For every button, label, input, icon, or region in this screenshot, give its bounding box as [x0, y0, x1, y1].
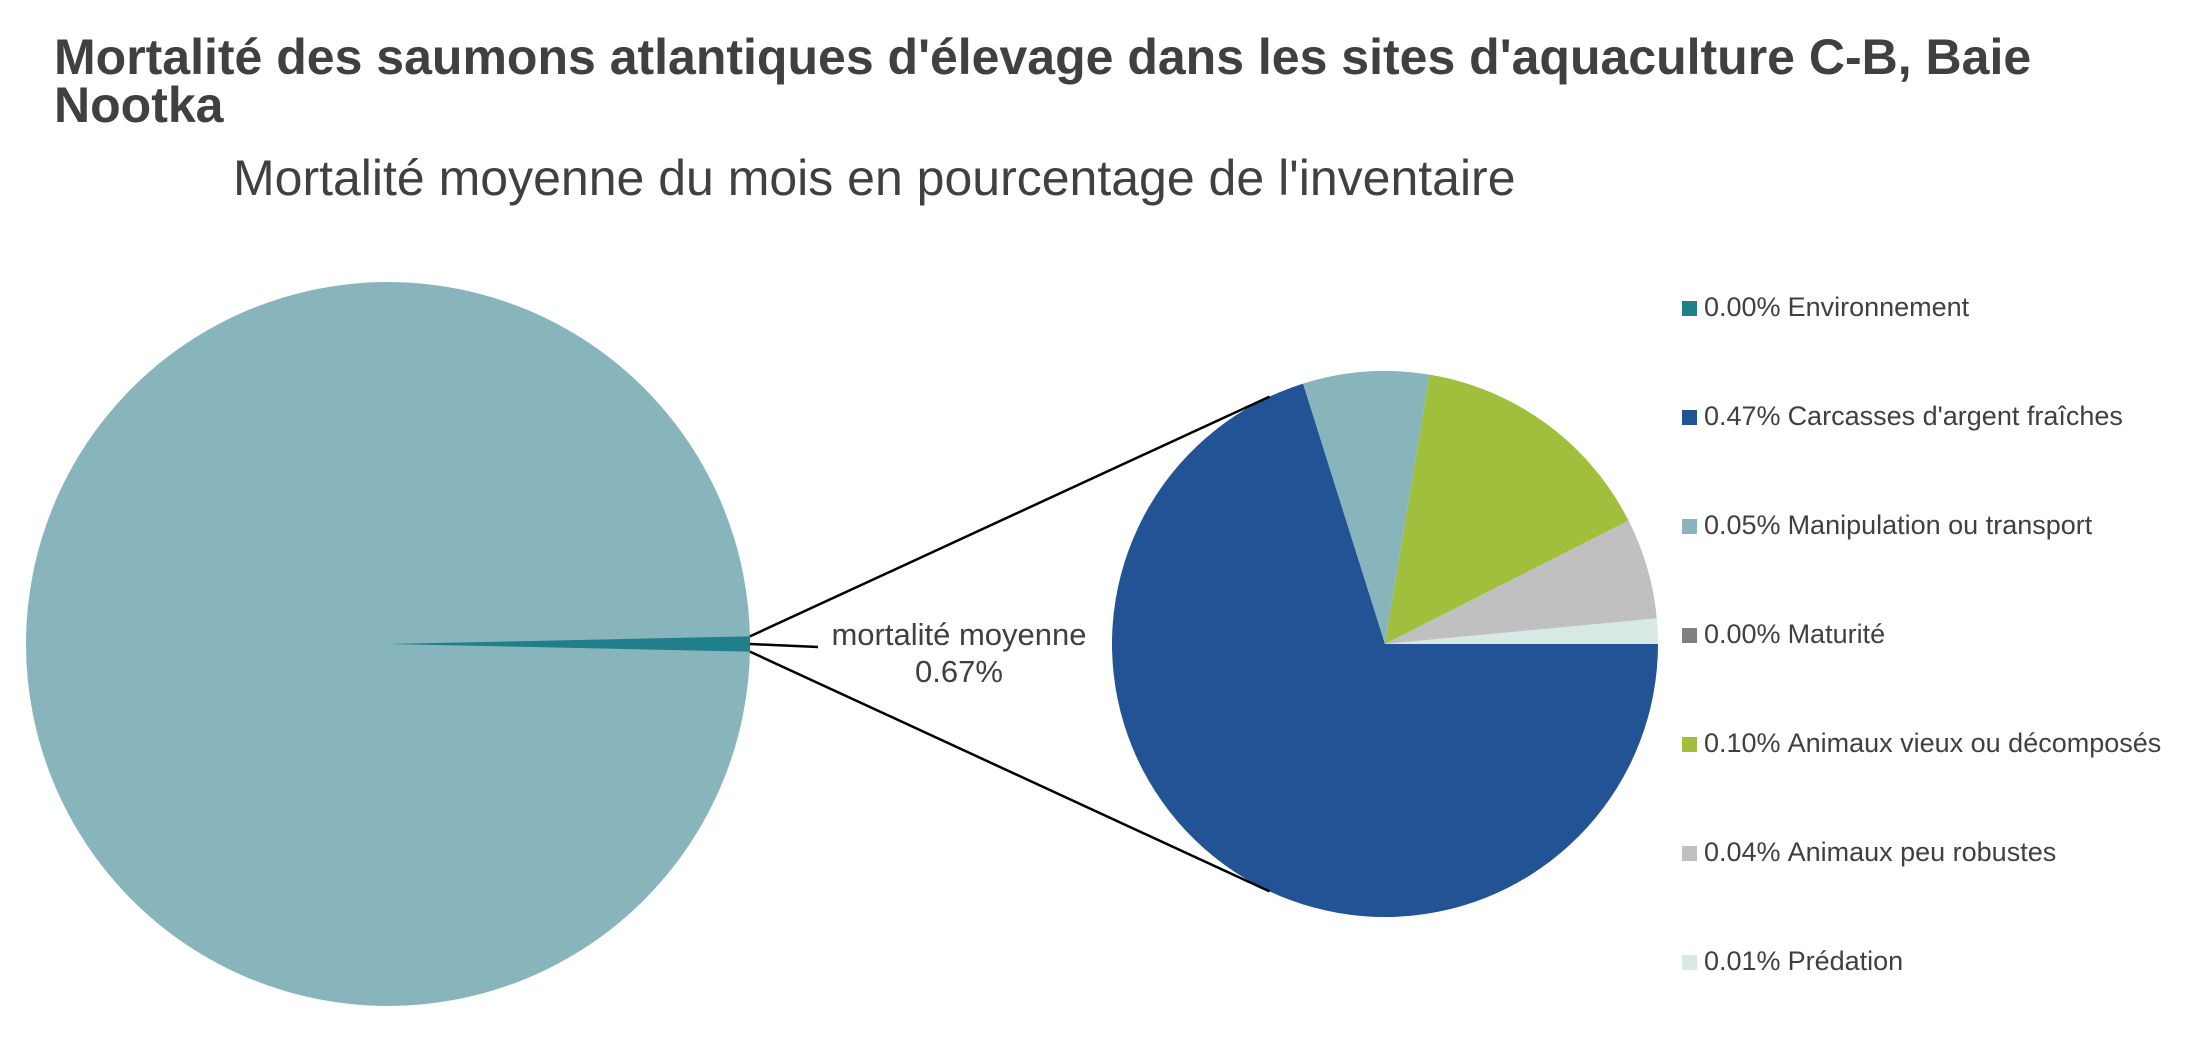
legend-name: Animaux vieux ou décomposés	[1788, 728, 2162, 758]
legend-value: 0.00%	[1704, 292, 1781, 322]
legend-name: Prédation	[1788, 946, 1904, 976]
legend-name: Maturité	[1788, 619, 1886, 649]
legend-value: 0.05%	[1704, 510, 1781, 540]
legend-label: 0.10% Animaux vieux ou décomposés	[1704, 728, 2161, 758]
legend-value: 0.01%	[1704, 946, 1781, 976]
pie-slice	[1112, 383, 1658, 917]
legend-name: Carcasses d'argent fraîches	[1788, 401, 2123, 431]
pie-slice	[1303, 371, 1430, 644]
legend-label: 0.01% Prédation	[1704, 946, 1903, 976]
legend-swatch	[1682, 737, 1697, 752]
pie-slice	[1385, 618, 1658, 644]
chart-title: Mortalité des saumons atlantiques d'élev…	[54, 29, 2031, 133]
legend-label: 0.00% Environnement	[1704, 292, 1970, 322]
chart-subtitle: Mortalité moyenne du mois en pourcentage…	[233, 150, 1516, 206]
legend-name: Animaux peu robustes	[1788, 837, 2057, 867]
legend-swatch	[1682, 628, 1697, 643]
main-label: mortalité moyenne	[831, 617, 1086, 652]
legend-swatch	[1682, 955, 1697, 970]
legend-value: 0.47%	[1704, 401, 1781, 431]
main-slice	[388, 636, 750, 652]
pie-slice	[1385, 374, 1629, 644]
legend-name: Manipulation ou transport	[1788, 510, 2093, 540]
legend-label: 0.47% Carcasses d'argent fraîches	[1704, 401, 2123, 431]
legend-label: 0.05% Manipulation ou transport	[1704, 510, 2093, 540]
legend-swatch	[1682, 410, 1697, 425]
legend-swatch	[1682, 846, 1697, 861]
connector-line	[749, 650, 1271, 893]
legend-value: 0.10%	[1704, 728, 1781, 758]
legend-label: 0.04% Animaux peu robustes	[1704, 837, 2056, 867]
main-value-label: 0.67%	[915, 654, 1003, 689]
connector-line	[749, 395, 1271, 638]
pie-slice	[1385, 520, 1657, 644]
legend-label: 0.00% Maturité	[1704, 619, 1885, 649]
label-leader	[749, 642, 819, 649]
legend-name: Environnement	[1788, 292, 1970, 322]
legend-value: 0.00%	[1704, 619, 1781, 649]
legend-value: 0.04%	[1704, 837, 1781, 867]
legend-swatch	[1682, 301, 1697, 316]
legend-swatch	[1682, 519, 1697, 534]
